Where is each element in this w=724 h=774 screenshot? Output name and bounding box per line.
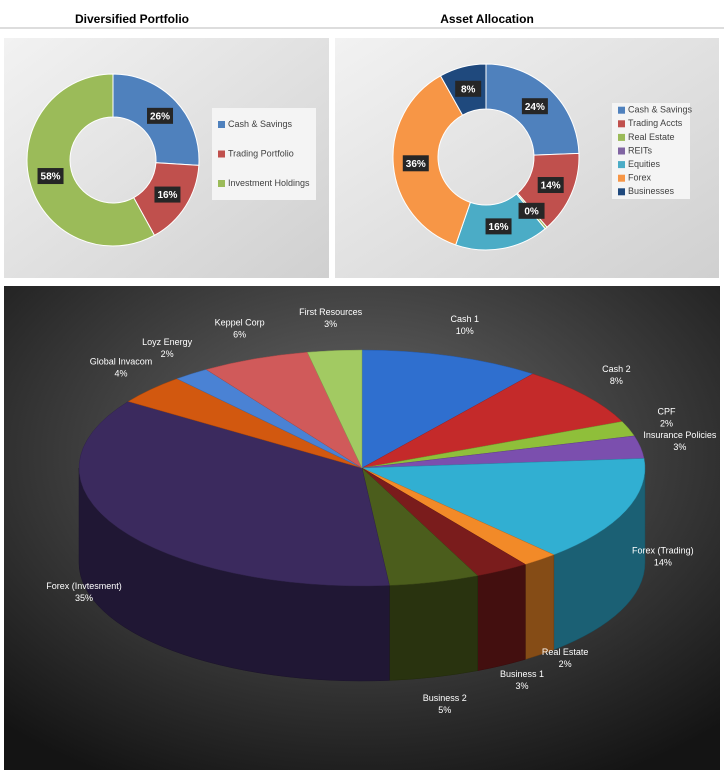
- data-label: 26%: [150, 111, 170, 122]
- legend-label: Trading Portfolio: [228, 148, 294, 158]
- data-label-box: [147, 107, 174, 124]
- data-label: 16%: [489, 222, 509, 233]
- data-label-name: CPF: [658, 406, 677, 416]
- pie-slice: [361, 458, 646, 556]
- data-label-box: [37, 168, 64, 185]
- data-label-name: Keppel Corp: [215, 318, 265, 328]
- legend-swatch: [618, 161, 625, 169]
- data-label: 58%: [41, 172, 61, 183]
- data-label-name: Cash 1: [451, 314, 480, 324]
- legend-swatch: [218, 121, 225, 128]
- pie-slice: [361, 349, 534, 469]
- chart-title: Asset Allocation: [440, 12, 534, 26]
- data-label: 36%: [406, 159, 426, 170]
- data-label: 14%: [541, 181, 561, 192]
- legend-swatch: [218, 180, 225, 187]
- legend-box: [212, 108, 316, 200]
- data-label: 24%: [525, 102, 545, 113]
- legend-label: Equities: [628, 159, 661, 169]
- data-label-name: Loyz Energy: [142, 337, 193, 347]
- legend-label: Real Estate: [628, 132, 675, 142]
- pie-slice: [306, 349, 363, 469]
- legend-swatch: [618, 147, 625, 155]
- slice-side: [389, 575, 478, 681]
- data-label: 0%: [524, 206, 539, 217]
- legend-swatch: [618, 120, 625, 128]
- data-label: 8%: [610, 376, 623, 386]
- legend-swatch: [618, 174, 625, 182]
- legend-label: Forex: [628, 173, 652, 183]
- donut-slice: [392, 75, 471, 246]
- legend-label: Trading Accts: [628, 118, 683, 128]
- data-label-box: [537, 177, 564, 194]
- data-label: 6%: [233, 330, 246, 340]
- data-label-box: [455, 80, 482, 97]
- legend-label: Investment Holdings: [228, 178, 310, 188]
- data-label-name: Business 1: [500, 669, 544, 679]
- data-label: 2%: [559, 659, 572, 669]
- data-label: 4%: [115, 368, 128, 378]
- data-label: 16%: [157, 190, 177, 201]
- data-label: 2%: [660, 418, 673, 428]
- legend-label: Cash & Savings: [228, 119, 293, 129]
- data-label: 10%: [456, 326, 474, 336]
- data-label: 3%: [673, 442, 686, 452]
- slice-side: [525, 554, 555, 660]
- data-label: 3%: [515, 681, 528, 691]
- data-label-name: Real Estate: [542, 647, 589, 657]
- pie-slice: [361, 373, 623, 469]
- data-label-name: Global Invacom: [90, 356, 153, 366]
- data-label-box: [518, 202, 545, 219]
- legend-swatch: [618, 188, 625, 196]
- data-label-box: [154, 186, 181, 203]
- data-label: 35%: [75, 593, 93, 603]
- data-label: 3%: [324, 319, 337, 329]
- legend-swatch: [618, 106, 625, 114]
- data-label: 5%: [438, 705, 451, 715]
- data-label-name: First Resources: [299, 307, 363, 317]
- data-label-box: [485, 218, 512, 235]
- donut-slice: [26, 73, 156, 247]
- data-label-name: Business 2: [423, 693, 467, 703]
- legend-swatch: [618, 133, 625, 141]
- legend-swatch: [218, 150, 225, 158]
- data-label-box: [402, 155, 429, 172]
- data-label-name: Insurance Policies: [643, 430, 717, 440]
- data-label: 8%: [461, 84, 476, 95]
- data-label-name: Cash 2: [602, 364, 631, 374]
- legend-label: REITs: [628, 145, 653, 155]
- pie-slice: [78, 401, 390, 587]
- data-label-name: Forex (Invtesment): [46, 581, 122, 591]
- data-label: 14%: [654, 558, 672, 568]
- legend-label: Businesses: [628, 186, 675, 196]
- data-label-box: [521, 98, 548, 115]
- legend-label: Cash & Savings: [628, 105, 693, 115]
- chart-title: Diversified Portfolio: [75, 12, 189, 26]
- slice-side: [477, 564, 526, 671]
- data-label-name: Forex (Trading): [632, 546, 694, 556]
- data-label: 2%: [161, 349, 174, 359]
